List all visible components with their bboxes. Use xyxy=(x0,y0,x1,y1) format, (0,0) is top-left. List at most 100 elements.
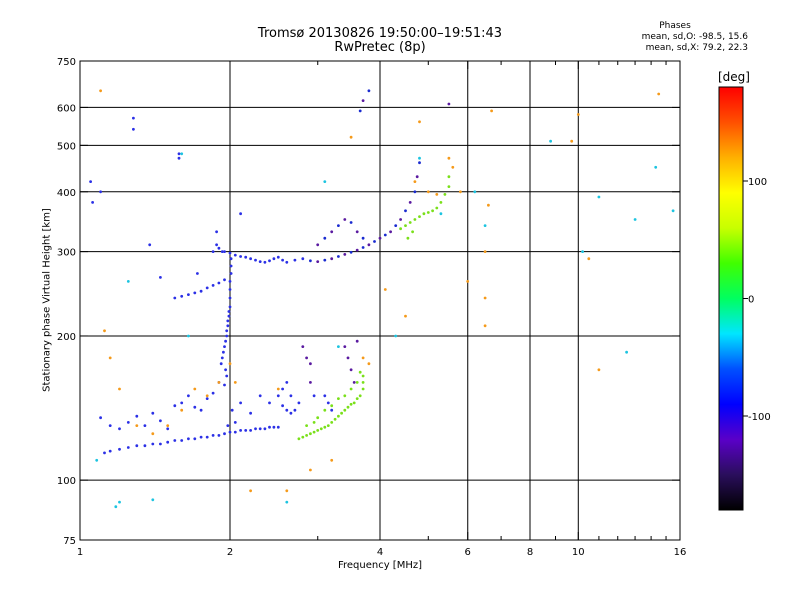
data-point xyxy=(576,113,580,116)
data-point xyxy=(108,449,112,453)
data-point xyxy=(309,259,312,263)
data-point xyxy=(316,416,320,420)
data-point xyxy=(205,286,209,290)
data-point xyxy=(233,430,237,434)
data-point xyxy=(309,468,312,472)
y-tick-label: 400 xyxy=(57,188,76,199)
x-tick-label: 8 xyxy=(527,547,533,558)
data-point xyxy=(330,458,334,462)
data-point xyxy=(224,368,228,372)
data-point xyxy=(220,356,224,360)
y-tick-label: 75 xyxy=(63,536,76,547)
x-tick-label: 2 xyxy=(227,547,233,558)
data-point xyxy=(330,421,334,424)
data-point xyxy=(411,230,414,234)
data-point xyxy=(199,435,203,439)
data-point xyxy=(239,212,243,216)
data-point xyxy=(361,236,365,240)
data-point xyxy=(346,405,350,409)
data-point xyxy=(281,387,284,391)
data-point xyxy=(361,374,365,378)
data-point xyxy=(281,258,284,262)
data-point xyxy=(148,243,152,247)
data-point xyxy=(305,424,308,427)
data-point xyxy=(352,381,356,384)
data-point xyxy=(367,362,371,366)
data-point xyxy=(358,394,362,398)
data-point xyxy=(378,236,382,240)
data-point xyxy=(309,362,312,366)
data-point xyxy=(285,489,289,493)
data-point xyxy=(225,334,229,338)
y-tick-label: 600 xyxy=(57,103,76,114)
data-point xyxy=(422,212,426,216)
data-point xyxy=(173,439,177,442)
data-point xyxy=(343,218,347,221)
data-point xyxy=(177,152,181,156)
data-point xyxy=(225,374,229,378)
data-point xyxy=(406,236,410,240)
data-point xyxy=(323,408,327,412)
data-point xyxy=(180,408,184,412)
data-point xyxy=(323,425,327,429)
phase-stats-title: Phases xyxy=(659,21,691,31)
data-point xyxy=(258,394,262,398)
data-point xyxy=(244,429,248,432)
data-point xyxy=(244,255,248,259)
data-point xyxy=(312,394,316,398)
data-point xyxy=(205,394,209,398)
data-point xyxy=(263,260,267,264)
data-point xyxy=(166,440,170,444)
data-point xyxy=(217,434,221,437)
data-point xyxy=(466,280,470,283)
data-point xyxy=(301,435,305,439)
data-point xyxy=(330,404,334,408)
data-point xyxy=(151,498,155,502)
colorbar-tick-label: 0 xyxy=(748,295,754,306)
x-tick-label: 10 xyxy=(572,547,585,558)
grid-lines xyxy=(80,61,680,540)
data-point xyxy=(118,500,121,504)
data-point xyxy=(394,334,398,338)
data-point xyxy=(426,211,430,214)
data-point xyxy=(199,408,203,412)
data-point xyxy=(289,394,293,398)
data-point xyxy=(330,257,334,261)
data-point xyxy=(447,102,451,106)
data-point xyxy=(399,227,402,231)
colorbar-gradient xyxy=(718,86,744,511)
data-point xyxy=(323,180,327,184)
data-point xyxy=(276,387,280,391)
data-point xyxy=(426,190,430,194)
data-point xyxy=(355,230,359,234)
data-point xyxy=(330,230,334,234)
x-axis-label: Frequency [MHz] xyxy=(337,560,423,571)
data-point xyxy=(151,411,155,415)
data-point xyxy=(483,224,487,228)
data-point xyxy=(226,319,230,323)
data-point xyxy=(228,296,232,300)
data-point xyxy=(228,288,232,291)
data-point xyxy=(225,329,229,333)
data-point xyxy=(126,446,130,449)
data-point xyxy=(418,156,421,160)
data-point xyxy=(483,250,487,254)
colorbar-title: [deg] xyxy=(718,70,750,84)
data-point xyxy=(180,401,184,405)
data-point xyxy=(215,243,219,247)
data-point xyxy=(114,505,118,509)
data-point xyxy=(249,429,253,432)
data-point xyxy=(180,152,184,156)
data-point xyxy=(132,116,135,120)
data-point xyxy=(272,257,276,261)
data-point xyxy=(349,368,353,372)
data-point xyxy=(361,381,365,384)
data-point xyxy=(126,421,130,424)
data-point xyxy=(490,109,493,113)
data-point xyxy=(228,430,232,434)
data-point xyxy=(337,414,340,418)
data-point xyxy=(211,284,215,287)
data-point xyxy=(355,248,359,252)
data-point xyxy=(435,206,439,210)
data-point xyxy=(312,430,316,434)
